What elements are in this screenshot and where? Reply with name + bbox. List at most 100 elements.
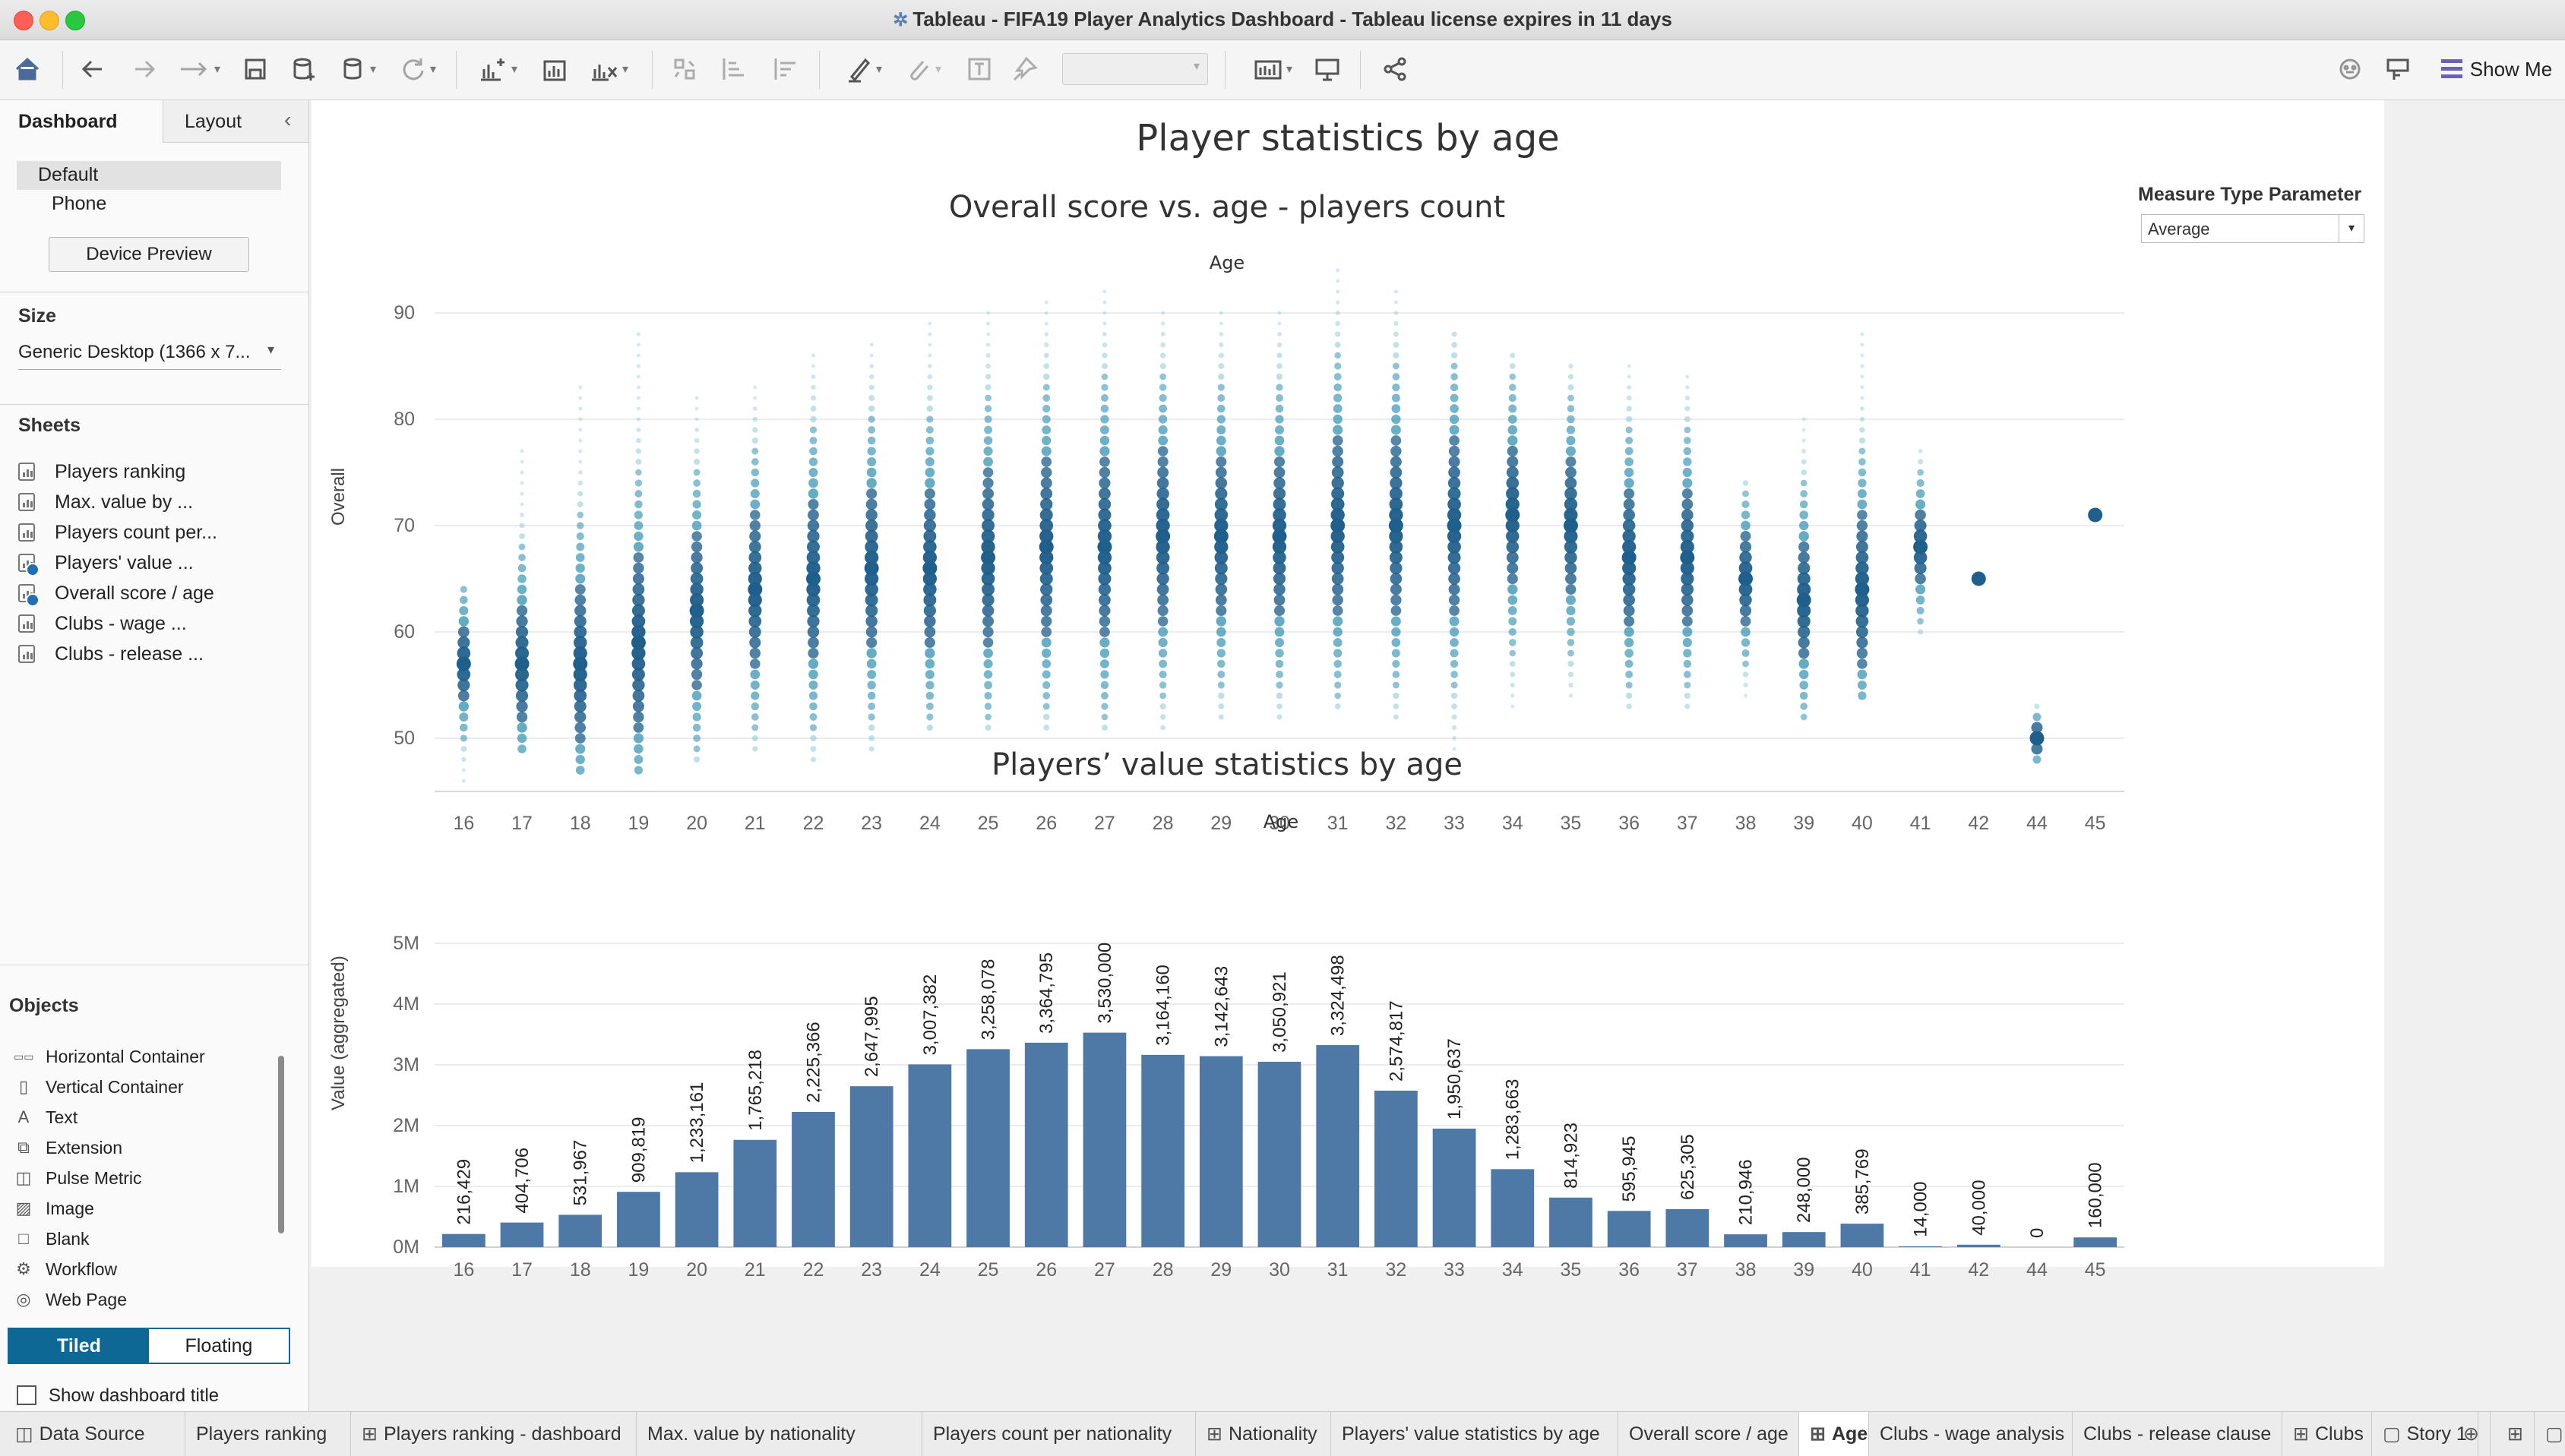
sheet-tab[interactable]: Clubs - wage analysis (1869, 1412, 2073, 1456)
scatter-point (1039, 561, 1054, 575)
new-worksheet-tab-icon[interactable]: ⊕ (2456, 1412, 2491, 1456)
tab-dashboard[interactable]: Dashboard (0, 100, 163, 143)
scatter-point (985, 343, 991, 347)
tooltip-icon[interactable] (2378, 52, 2416, 86)
scatter-point (1217, 659, 1226, 668)
sheet-tab[interactable]: ⊞ Clubs (2282, 1412, 2372, 1456)
maximize-window-button[interactable] (65, 11, 85, 30)
scatter-point (1336, 300, 1340, 305)
floating-button[interactable]: Floating (149, 1329, 289, 1363)
sheet-tab[interactable]: ◫ Data Source (5, 1412, 185, 1456)
size-dropdown[interactable]: Generic Desktop (1366 x 7... (18, 342, 251, 362)
chevron-down-icon[interactable]: ▾ (267, 342, 275, 357)
object-item[interactable]: ▭▭ Horizontal Container (14, 1042, 205, 1071)
fix-axes-icon[interactable] (1007, 52, 1042, 86)
show-title-checkbox[interactable] (17, 1385, 36, 1405)
object-item[interactable]: ◎ Web Page (14, 1285, 127, 1314)
scatter-point (1215, 487, 1228, 501)
sheet-tab[interactable]: Players ranking (185, 1412, 351, 1456)
sheet-tab[interactable]: ⊞ Age (1799, 1412, 1869, 1456)
show-me-button[interactable]: Show Me (2434, 52, 2559, 86)
close-window-button[interactable] (14, 11, 33, 30)
device-phone[interactable]: Phone (52, 193, 107, 214)
share-icon[interactable] (1378, 52, 1413, 86)
sheet-item[interactable]: Players count per... (18, 518, 217, 547)
scatter-point (1041, 456, 1052, 467)
sort-ascending-icon[interactable] (716, 52, 751, 86)
scatter-point (1508, 617, 1517, 626)
object-item[interactable]: ▯ Vertical Container (14, 1072, 184, 1101)
undo-icon[interactable] (76, 52, 109, 86)
sheet-item[interactable]: Clubs - wage ... (18, 609, 187, 638)
scatter-point (1159, 714, 1166, 720)
scatter-point (1331, 573, 1344, 585)
sheet-tab[interactable]: ⊞ Players ranking - dashboard (351, 1412, 637, 1456)
sheet-tab[interactable]: ▢ Story 1 (2372, 1412, 2478, 1456)
measure-type-dropdown[interactable]: Average ▾ (2141, 214, 2364, 243)
in-use-check-icon (26, 593, 40, 607)
redo-icon[interactable] (128, 52, 161, 86)
device-default[interactable]: Default (38, 164, 99, 185)
scatter-point (1565, 456, 1577, 467)
group-members-icon[interactable]: ▾ (898, 52, 948, 86)
new-story-tab-icon[interactable]: ▢ (2538, 1412, 2565, 1456)
object-item[interactable]: ⚙ Workflow (14, 1255, 117, 1284)
pause-updates-icon[interactable]: ▾ (336, 52, 381, 86)
sheet-item[interactable]: Clubs - release ... (18, 640, 204, 668)
tab-layout[interactable]: Layout (163, 100, 308, 143)
presentation-mode-icon[interactable] (1310, 52, 1345, 86)
home-icon[interactable] (11, 52, 44, 86)
sheet-item[interactable]: Players ranking (18, 457, 185, 486)
object-item[interactable]: ▨ Image (14, 1194, 94, 1223)
scatter-point (1389, 540, 1403, 554)
sheet-tab[interactable]: Overall score / age (1618, 1412, 1799, 1456)
scatter-point (633, 733, 644, 744)
scatter-point (1622, 561, 1637, 576)
new-data-source-icon[interactable] (287, 52, 321, 86)
scatter-point (1333, 616, 1343, 627)
chevron-down-icon[interactable]: ▾ (2339, 215, 2364, 242)
sheet-tab[interactable]: Players count per nationality (922, 1412, 1196, 1456)
sheet-tab[interactable]: Clubs - release clause (2073, 1412, 2282, 1456)
sheet-item[interactable]: Players' value ... (18, 548, 194, 577)
object-item[interactable]: A Text (14, 1103, 78, 1132)
collapse-panel-icon[interactable]: ‹ (284, 108, 292, 131)
object-item[interactable]: □ Blank (14, 1224, 89, 1253)
scatter-point (753, 385, 757, 390)
scatter-point (1566, 425, 1576, 434)
scatter-point (1800, 479, 1808, 487)
sheet-tab[interactable]: Players' value statistics by age (1331, 1412, 1618, 1456)
clear-sheet-icon[interactable]: ▾ (582, 52, 635, 86)
sort-descending-icon[interactable] (767, 52, 802, 86)
card-visibility-icon[interactable]: ▾ (1246, 52, 1299, 86)
refresh-icon[interactable]: ▾ (395, 52, 441, 86)
show-mark-labels-icon[interactable] (962, 52, 997, 86)
new-worksheet-icon[interactable]: ▾ (471, 52, 524, 86)
object-item[interactable]: ◫ Pulse Metric (14, 1164, 142, 1192)
highlight-icon[interactable]: ▾ (839, 52, 889, 86)
save-icon[interactable] (239, 52, 272, 86)
sheet-tab[interactable]: ⊞ Nationality (1196, 1412, 1331, 1456)
scatter-point (577, 480, 583, 486)
scatter-point (865, 529, 878, 543)
object-item[interactable]: ⧉ Extension (14, 1133, 122, 1162)
device-preview-button[interactable]: Device Preview (49, 237, 249, 272)
sheet-tab-label: Story 1 (2406, 1423, 2467, 1445)
device-default-row[interactable] (17, 161, 281, 190)
scatter-point (1860, 374, 1864, 379)
sheet-tab[interactable]: Max. value by nationality (637, 1412, 922, 1456)
fit-dropdown[interactable]: ▾ (1061, 52, 1210, 86)
connect-data-icon[interactable]: ▾ (176, 52, 222, 86)
new-dashboard-tab-icon[interactable]: ⊞ (2500, 1412, 2535, 1456)
sheet-item[interactable]: Overall score / age (18, 579, 214, 608)
bar (617, 1192, 660, 1247)
swap-rows-columns-icon[interactable] (667, 52, 702, 86)
minimize-window-button[interactable] (40, 11, 59, 30)
ask-data-icon[interactable] (2333, 52, 2367, 86)
tiled-button[interactable]: Tiled (9, 1329, 149, 1363)
objects-scrollbar[interactable] (278, 1056, 284, 1233)
scatter-point (868, 374, 875, 380)
scatter-point (2088, 507, 2103, 523)
duplicate-sheet-icon[interactable] (538, 52, 576, 86)
sheet-item[interactable]: Max. value by ... (18, 488, 193, 516)
